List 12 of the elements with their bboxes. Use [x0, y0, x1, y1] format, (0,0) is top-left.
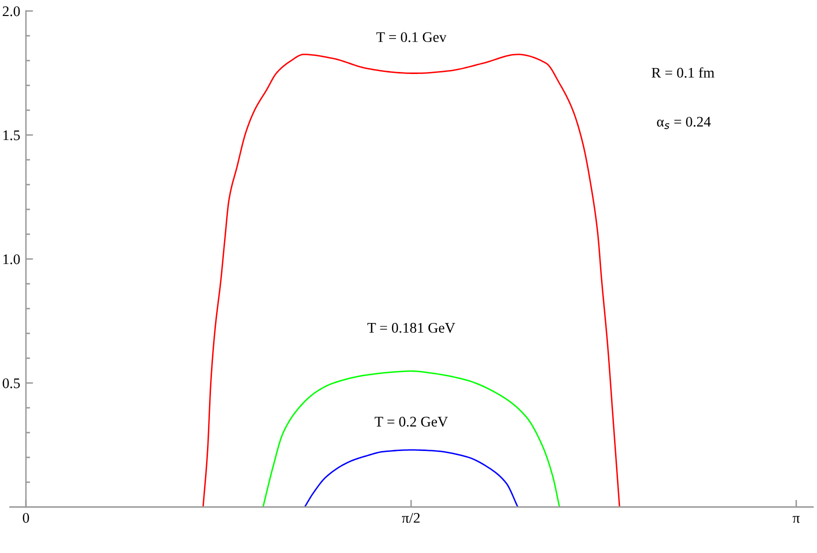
text: T = 0.181 GeV: [367, 322, 456, 333]
y-tick-label: 1.5: [3, 130, 20, 140]
x-tick-label: π/2: [402, 513, 420, 523]
y-tick-label: 0.5: [2, 378, 20, 388]
y-tick-label: 1.0: [3, 254, 20, 264]
y-tick-label: 2.0: [2, 6, 20, 16]
annotation: R = 0.1 fm: [652, 67, 714, 78]
annotation: α$_{s}$ = 0.24: [657, 116, 711, 130]
x-tick-label: π: [792, 516, 800, 523]
series-label: T = 0.1 Gev: [376, 32, 446, 42]
x-tick-label: 0: [22, 512, 30, 523]
series-label: T = 0.2 GeV: [374, 416, 448, 427]
